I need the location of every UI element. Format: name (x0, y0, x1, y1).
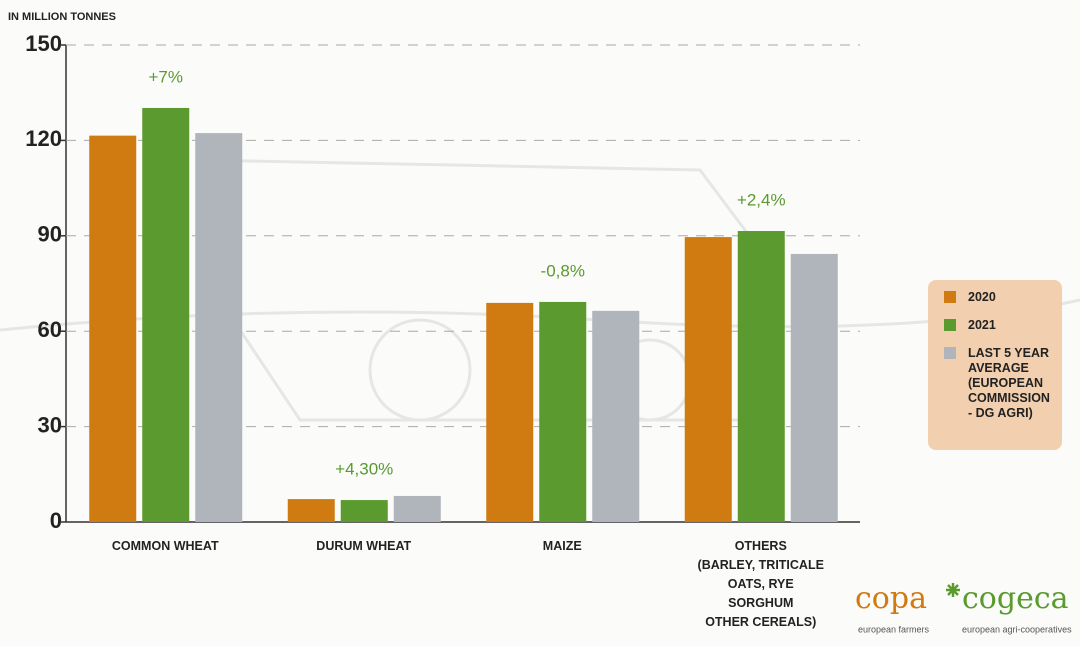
bar (287, 499, 335, 522)
legend-label: 2021 (968, 318, 996, 332)
y-tick-label: 150 (25, 31, 62, 56)
bar (684, 237, 732, 522)
annotation: +2,4% (737, 191, 786, 210)
legend-label: 2020 (968, 290, 996, 304)
annotation: +4,30% (335, 460, 393, 479)
bar (486, 302, 534, 522)
x-tick-label: OTHERS (BARLEY, TRITICALE OATS, RYE SORG… (697, 539, 824, 629)
bar (592, 310, 640, 522)
y-tick-label: 30 (38, 412, 62, 437)
annotation: -0,8% (541, 261, 585, 280)
logo-copa: copa (855, 581, 927, 616)
legend: 2020 2021 LAST 5 YEAR AVERAGE (EUROPEAN CO… (928, 280, 1062, 450)
annotation: +7% (149, 67, 184, 86)
y-axis-label: IN MILLION TONNES (8, 11, 116, 23)
logo-cogeca: cogeca (962, 581, 1069, 616)
logo-star (946, 583, 960, 597)
y-tick-label: 60 (38, 317, 62, 342)
y-tick-label: 120 (25, 126, 62, 151)
bar (340, 500, 388, 522)
logo-tagline: european farmers (858, 624, 930, 634)
bar (195, 133, 243, 522)
legend-swatch (944, 347, 956, 359)
x-tick-label: MAIZE (542, 539, 582, 553)
logo-tagline: european agri-cooperatives (962, 624, 1072, 634)
bar (89, 135, 137, 522)
y-tick-label: 90 (38, 222, 62, 247)
legend-swatch (944, 319, 956, 331)
x-tick-label: COMMON WHEAT (111, 539, 219, 553)
bar (790, 253, 838, 522)
legend-label: LAST 5 YEAR AVERAGE (EUROPEAN COMMISSION… (968, 346, 1050, 420)
x-tick-label: DURUM WHEAT (316, 539, 412, 553)
y-tick-label: 0 (50, 508, 62, 533)
legend-swatch (944, 291, 956, 303)
bar (539, 301, 587, 522)
bar (737, 231, 785, 522)
bar (142, 107, 190, 523)
bar (393, 495, 441, 522)
